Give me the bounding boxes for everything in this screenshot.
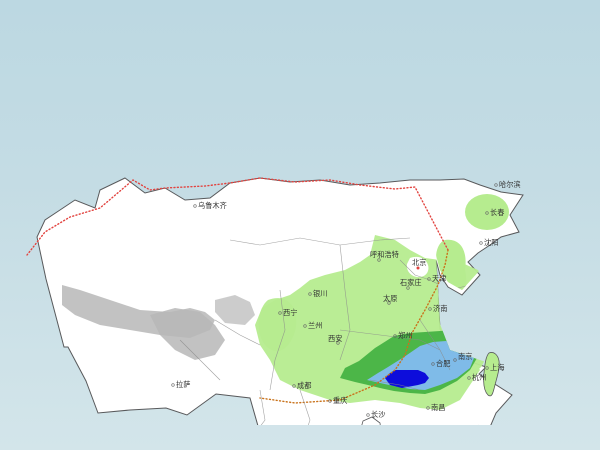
svg-text:石家庄: 石家庄: [400, 278, 422, 287]
svg-text:拉萨: 拉萨: [176, 380, 190, 389]
svg-text:沈阳: 沈阳: [484, 238, 498, 247]
svg-text:西宁: 西宁: [283, 308, 297, 317]
svg-text:兰州: 兰州: [308, 321, 322, 330]
svg-text:杭州: 杭州: [472, 373, 486, 382]
svg-text:乌鲁木齐: 乌鲁木齐: [198, 201, 227, 210]
svg-text:郑州: 郑州: [398, 331, 412, 340]
svg-text:太原: 太原: [383, 294, 397, 303]
svg-text:成都: 成都: [297, 381, 311, 390]
svg-text:南京: 南京: [458, 352, 472, 361]
svg-text:南昌: 南昌: [431, 403, 445, 412]
svg-text:济南: 济南: [433, 304, 447, 313]
svg-text:长春: 长春: [490, 208, 504, 217]
svg-text:银川: 银川: [313, 289, 327, 298]
svg-text:北京: 北京: [412, 258, 426, 267]
svg-text:长沙: 长沙: [371, 410, 385, 419]
svg-text:合肥: 合肥: [436, 359, 450, 368]
svg-text:上海: 上海: [490, 363, 504, 372]
svg-text:西安: 西安: [328, 334, 342, 343]
svg-text:天津: 天津: [432, 274, 446, 283]
svg-text:呼和浩特: 呼和浩特: [370, 250, 399, 259]
svg-text:哈尔滨: 哈尔滨: [499, 180, 521, 189]
svg-text:重庆: 重庆: [333, 396, 347, 405]
